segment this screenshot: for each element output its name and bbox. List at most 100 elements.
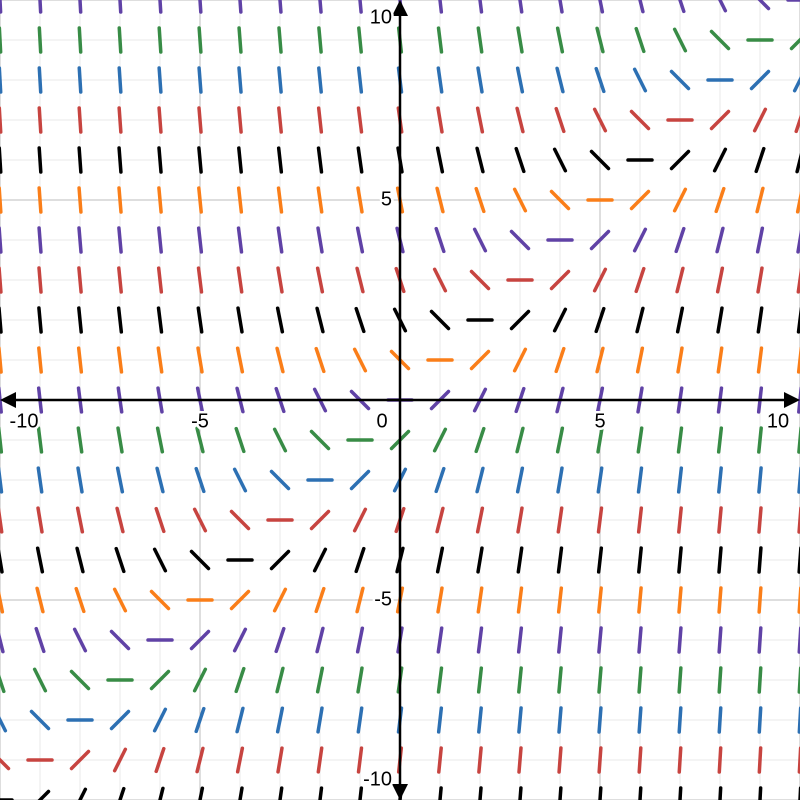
slope-segment — [316, 226, 324, 254]
slope-segment — [757, 746, 763, 774]
slope-segment — [756, 306, 764, 334]
slope-segment — [436, 626, 444, 654]
slope-segment — [0, 106, 3, 134]
slope-segment — [629, 109, 651, 131]
slope-segment — [792, 76, 800, 93]
slope-segment — [796, 229, 800, 254]
slope-segment — [757, 0, 771, 11]
slope-segment — [476, 26, 484, 54]
slope-segment — [677, 706, 683, 734]
slope-segment — [675, 306, 685, 334]
slope-segment — [757, 626, 763, 654]
slope-segment — [78, 787, 88, 800]
slope-segment — [469, 349, 491, 371]
slope-segment — [757, 546, 763, 574]
slope-segment — [755, 226, 765, 254]
slope-segment — [755, 186, 765, 214]
slope-segment — [349, 469, 371, 491]
slope-segment — [195, 426, 205, 454]
slope-segment — [157, 66, 163, 94]
slope-segment — [0, 467, 4, 494]
slope-segment — [797, 546, 800, 574]
slope-segment — [37, 106, 43, 134]
slope-segment — [797, 426, 800, 454]
slope-segment — [277, 106, 283, 134]
slope-segment — [316, 186, 324, 214]
slope-segment — [517, 666, 523, 694]
slope-segment — [637, 746, 643, 774]
slope-segment — [716, 426, 724, 454]
slope-segment — [118, 786, 126, 800]
slope-segment — [78, 0, 83, 14]
slope-segment — [0, 26, 3, 54]
slope-segment — [554, 106, 566, 134]
slope-segment — [716, 306, 724, 334]
slope-segment — [677, 586, 683, 614]
slope-segment — [432, 427, 448, 453]
slope-segment — [157, 106, 163, 134]
slope-segment — [115, 466, 125, 494]
slope-segment — [315, 306, 325, 334]
slope-segment — [429, 309, 451, 331]
slope-segment — [794, 114, 800, 134]
slope-segment — [675, 266, 685, 294]
slope-segment — [352, 507, 368, 533]
slope-segment — [198, 0, 203, 14]
slope-segment — [189, 629, 211, 651]
slope-segment — [235, 706, 245, 734]
slope-segment — [236, 306, 244, 334]
slope-segment — [355, 586, 365, 614]
slope-segment — [592, 107, 608, 133]
slope-segment — [37, 266, 43, 294]
slope-segment — [434, 466, 446, 494]
slope-segment — [637, 586, 643, 614]
slope-segment — [355, 226, 365, 254]
slope-segment — [238, 0, 243, 14]
slope-segment — [435, 546, 445, 574]
slope-segment — [752, 107, 768, 133]
slope-segment — [355, 266, 365, 294]
slope-segment — [557, 746, 563, 774]
slope-segment — [197, 26, 203, 54]
slope-segment — [436, 586, 444, 614]
slope-segment — [156, 346, 164, 374]
slope-segment — [35, 546, 45, 574]
slope-segment — [797, 506, 800, 534]
slope-segment — [717, 746, 723, 774]
slope-segment — [756, 266, 764, 294]
slope-segment — [34, 626, 46, 654]
slope-segment — [0, 716, 8, 733]
slope-segment — [356, 146, 364, 174]
slope-segment — [278, 786, 284, 800]
slope-segment — [596, 466, 604, 494]
slope-segment — [235, 746, 245, 774]
slope-segment — [596, 426, 604, 454]
slope-segment — [0, 0, 3, 14]
slope-segment — [276, 226, 284, 254]
slope-segment — [557, 706, 563, 734]
slope-segment — [472, 227, 488, 253]
slope-segment — [597, 706, 603, 734]
slope-segment — [356, 706, 364, 734]
slope-segment — [358, 786, 364, 800]
slope-segment — [116, 346, 124, 374]
slope-segment — [0, 426, 4, 454]
slope-segment — [69, 669, 91, 691]
slope-segment — [634, 266, 646, 294]
slope-segment — [72, 627, 88, 653]
slope-segment — [194, 706, 206, 734]
slope-segment — [117, 146, 123, 174]
slope-segment — [149, 589, 171, 611]
slope-segment — [236, 186, 244, 214]
slope-segment — [312, 547, 328, 573]
slope-segment — [197, 186, 203, 214]
slope-segment — [117, 66, 123, 94]
slope-segment — [638, 786, 643, 800]
slope-segment — [354, 546, 366, 574]
slope-segment — [274, 626, 286, 654]
slope-segment — [316, 706, 324, 734]
slope-segment — [436, 106, 444, 134]
slope-segment — [595, 346, 605, 374]
